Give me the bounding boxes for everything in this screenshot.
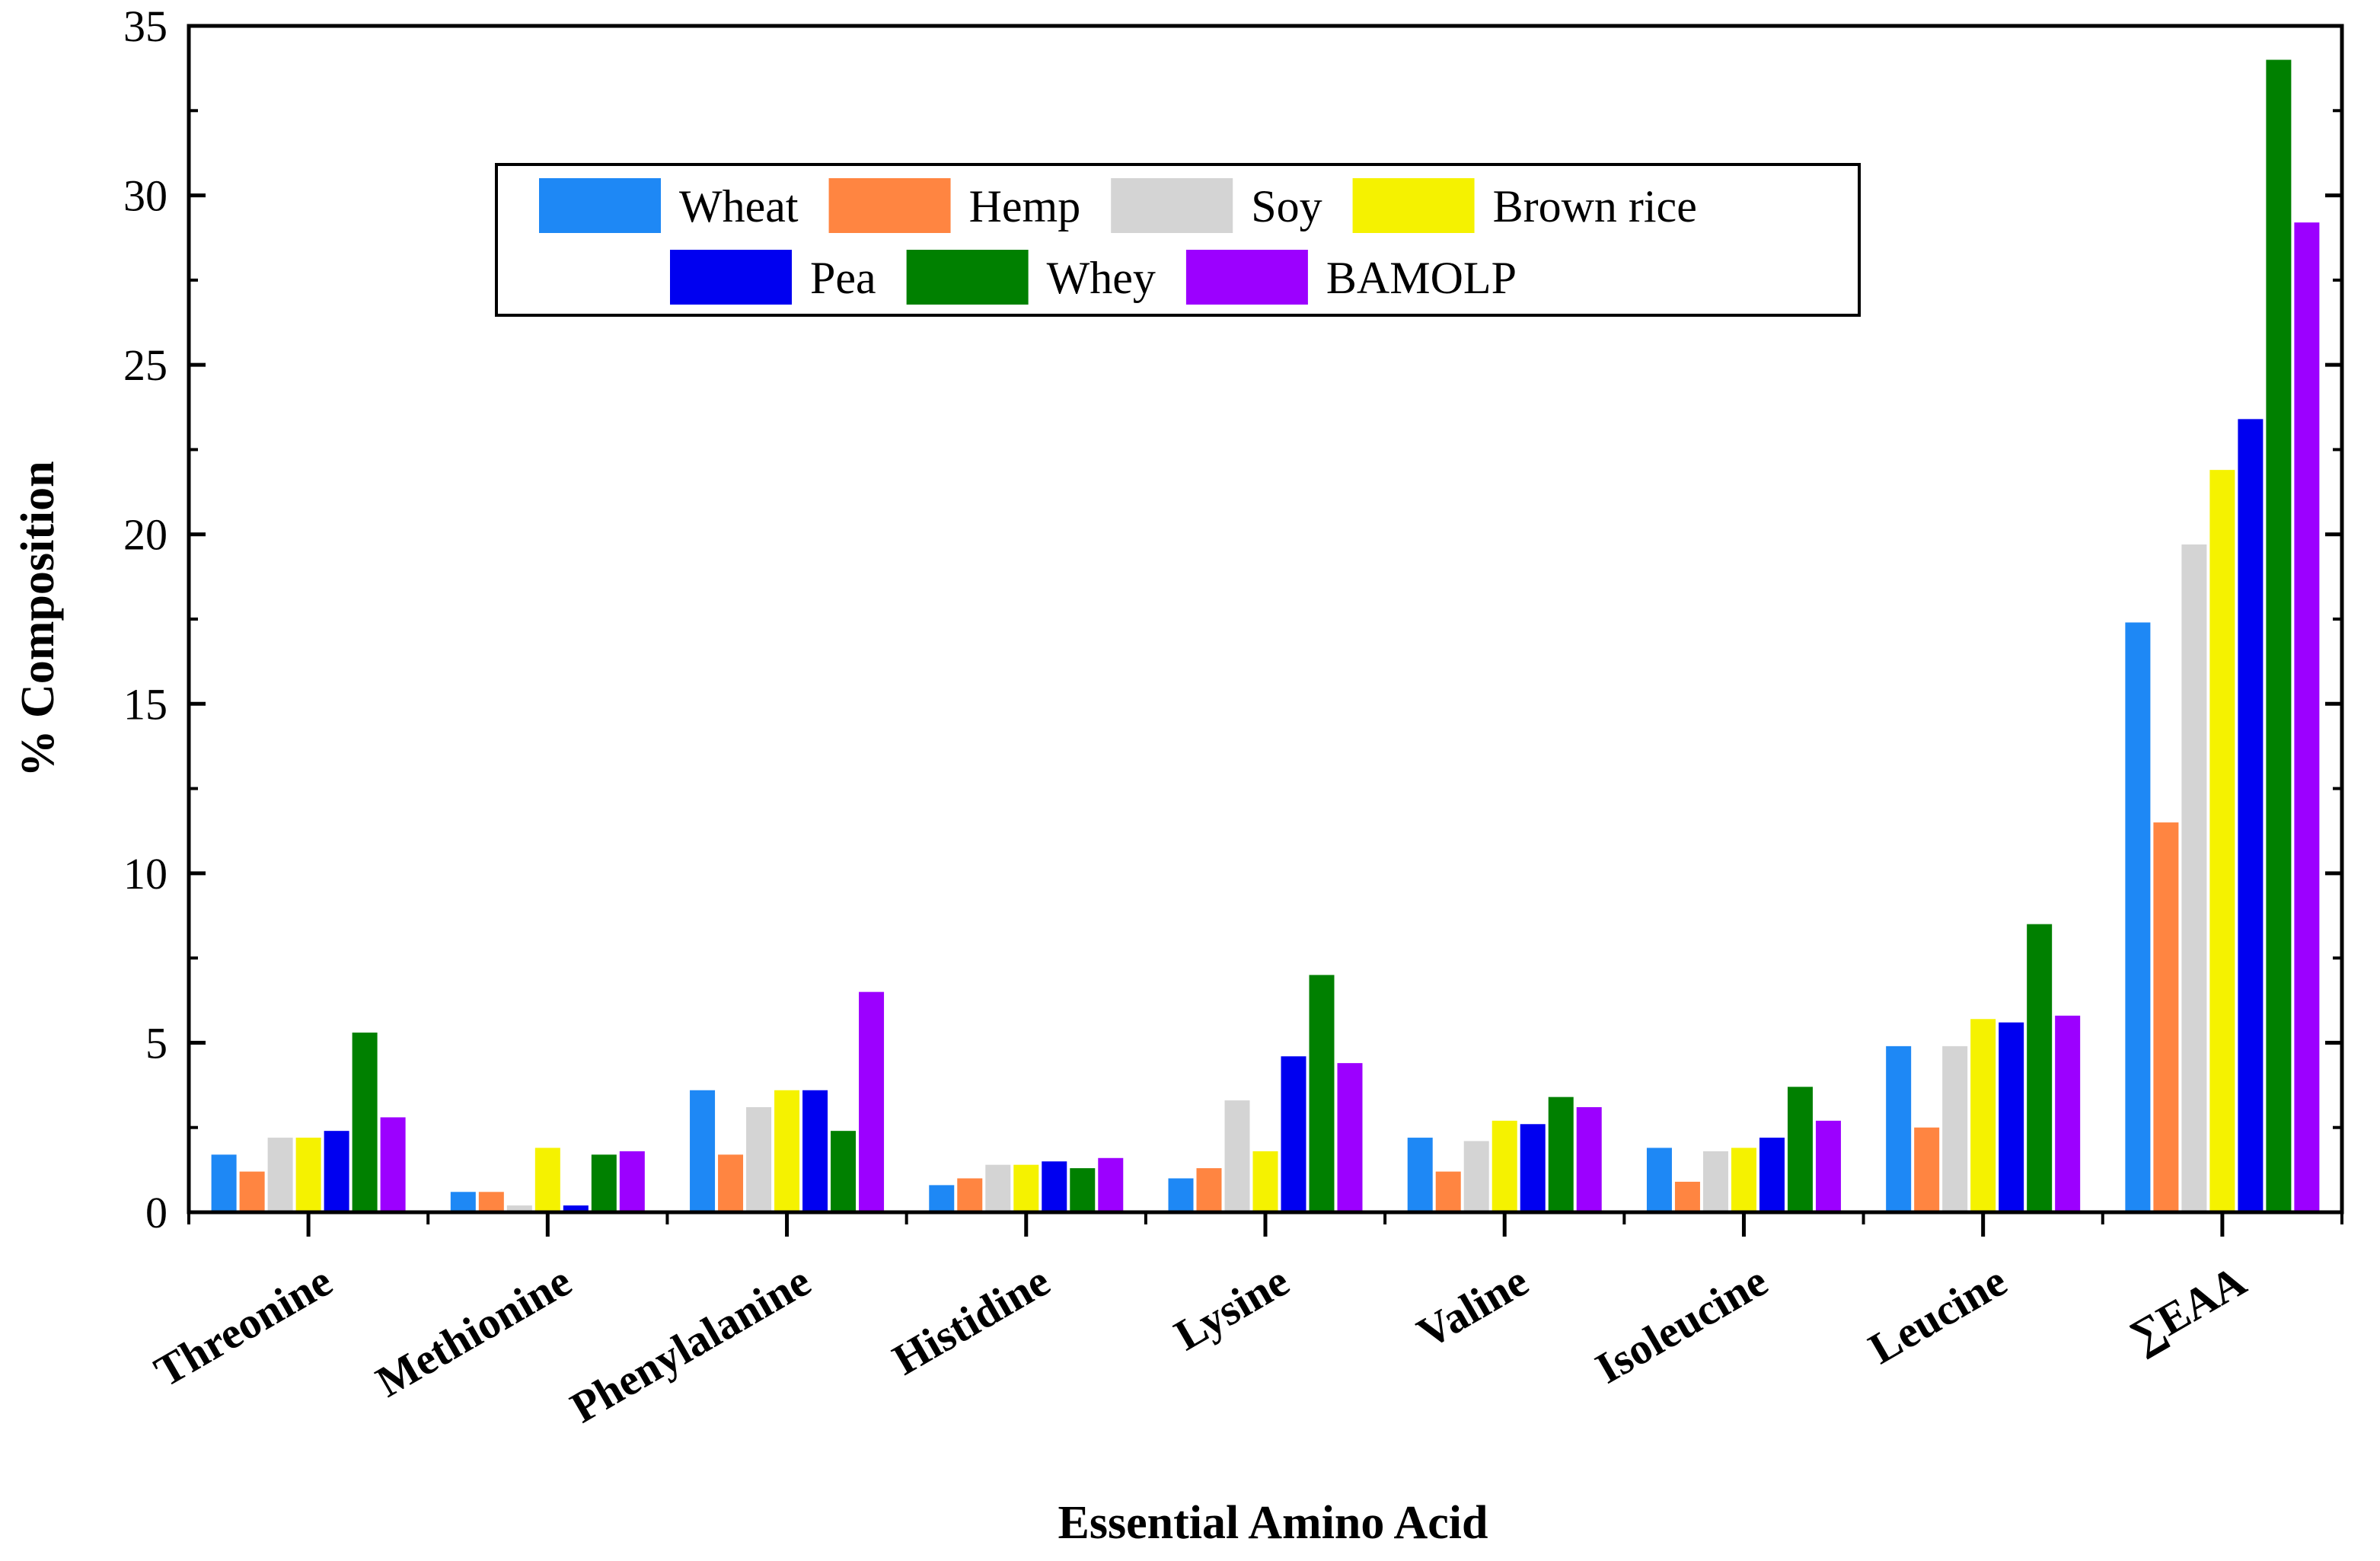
x-axis-label: Essential Amino Acid	[1058, 1497, 1488, 1549]
bar-wheat-7	[1886, 1045, 1912, 1212]
legend-swatch-wheat	[539, 178, 661, 233]
bar-pea-0	[324, 1131, 349, 1212]
bar-soy-3	[985, 1164, 1011, 1212]
y-tick-label: 15	[123, 679, 167, 729]
bar-wheat-8	[2125, 622, 2151, 1212]
bar-wheat-0	[211, 1154, 237, 1212]
legend-label-bamolp: BAMOLP	[1326, 253, 1517, 303]
bar-whey-8	[2266, 59, 2292, 1212]
bar-bamolp-3	[1098, 1157, 1124, 1212]
bar-hemp-8	[2153, 822, 2179, 1212]
bar-pea-2	[802, 1090, 828, 1212]
bar-soy-7	[1942, 1045, 1968, 1212]
y-tick-label: 25	[123, 340, 167, 390]
legend-label-brown-rice: Brown rice	[1493, 181, 1697, 231]
legend-swatch-brown-rice	[1352, 178, 1475, 233]
bar-pea-4	[1281, 1056, 1306, 1212]
bar-pea-1	[563, 1205, 589, 1212]
bar-hemp-6	[1674, 1181, 1700, 1212]
bar-brown-rice-7	[1970, 1019, 1996, 1212]
legend-label-wheat: Wheat	[679, 181, 799, 231]
legend-swatch-hemp	[828, 178, 951, 233]
bar-hemp-3	[957, 1178, 983, 1212]
bar-brown-rice-4	[1252, 1151, 1278, 1212]
y-tick-label: 35	[123, 2, 167, 51]
bar-brown-rice-6	[1731, 1148, 1756, 1212]
bar-bamolp-1	[619, 1151, 645, 1212]
bar-pea-5	[1520, 1124, 1546, 1212]
legend-swatch-pea	[670, 250, 792, 305]
bar-whey-6	[1787, 1087, 1813, 1212]
y-tick-label: 30	[123, 171, 167, 221]
bar-soy-0	[267, 1138, 293, 1212]
bar-wheat-3	[929, 1185, 955, 1212]
bar-wheat-4	[1168, 1178, 1194, 1212]
bar-whey-5	[1548, 1097, 1574, 1212]
bar-soy-5	[1463, 1141, 1489, 1212]
bar-bamolp-5	[1576, 1107, 1602, 1212]
bar-bamolp-4	[1337, 1063, 1363, 1212]
legend-label-whey: Whey	[1047, 253, 1156, 303]
bar-whey-3	[1070, 1168, 1096, 1212]
bar-hemp-1	[478, 1192, 504, 1212]
legend-swatch-soy	[1111, 178, 1233, 233]
bar-brown-rice-5	[1491, 1120, 1517, 1212]
bar-soy-8	[2181, 544, 2207, 1212]
bar-soy-6	[1702, 1151, 1728, 1212]
bar-wheat-5	[1407, 1138, 1433, 1212]
bar-hemp-2	[718, 1154, 744, 1212]
bar-whey-2	[831, 1131, 857, 1212]
bar-pea-3	[1042, 1161, 1067, 1212]
bar-bamolp-2	[859, 991, 885, 1212]
bar-pea-7	[1999, 1022, 2024, 1212]
legend-label-hemp: Hemp	[969, 181, 1081, 231]
bar-hemp-4	[1196, 1168, 1222, 1212]
legend-label-pea: Pea	[810, 253, 876, 303]
bar-whey-4	[1309, 975, 1335, 1212]
bar-whey-1	[591, 1154, 617, 1212]
bar-brown-rice-3	[1013, 1164, 1039, 1212]
y-tick-label: 0	[145, 1188, 167, 1237]
bar-bamolp-0	[380, 1117, 406, 1212]
bar-bamolp-6	[1815, 1120, 1841, 1212]
bar-hemp-7	[1914, 1127, 1940, 1212]
y-axis: 0 5 10 15 20 25 30 35	[123, 2, 2342, 1237]
bar-soy-1	[506, 1205, 532, 1212]
bar-pea-6	[1759, 1138, 1785, 1212]
bar-brown-rice-1	[534, 1148, 560, 1212]
bar-layer	[211, 59, 2320, 1212]
legend: Wheat Hemp Soy Brown rice Pea Whey BAMOLP	[495, 163, 1861, 317]
bar-soy-2	[746, 1107, 772, 1212]
bar-wheat-6	[1646, 1148, 1672, 1212]
y-axis-label: % Composition	[12, 461, 64, 777]
legend-swatch-whey	[906, 250, 1029, 305]
bar-bamolp-7	[2055, 1015, 2081, 1212]
bar-soy-4	[1224, 1100, 1250, 1212]
y-tick-label: 20	[123, 510, 167, 560]
bar-whey-7	[2027, 924, 2053, 1212]
y-tick-label: 10	[123, 849, 167, 899]
bar-brown-rice-8	[2209, 470, 2235, 1212]
bar-brown-rice-0	[295, 1138, 321, 1212]
legend-swatch-bamolp	[1185, 250, 1308, 305]
bar-wheat-2	[690, 1090, 716, 1212]
bar-pea-8	[2238, 419, 2264, 1212]
y-tick-label: 5	[145, 1018, 167, 1068]
bar-whey-0	[352, 1033, 378, 1212]
legend-label-soy: Soy	[1251, 181, 1322, 231]
bar-bamolp-8	[2294, 222, 2320, 1212]
bar-hemp-5	[1435, 1171, 1461, 1212]
bar-hemp-0	[239, 1171, 265, 1212]
bar-wheat-1	[450, 1192, 476, 1212]
bar-brown-rice-2	[774, 1090, 800, 1212]
